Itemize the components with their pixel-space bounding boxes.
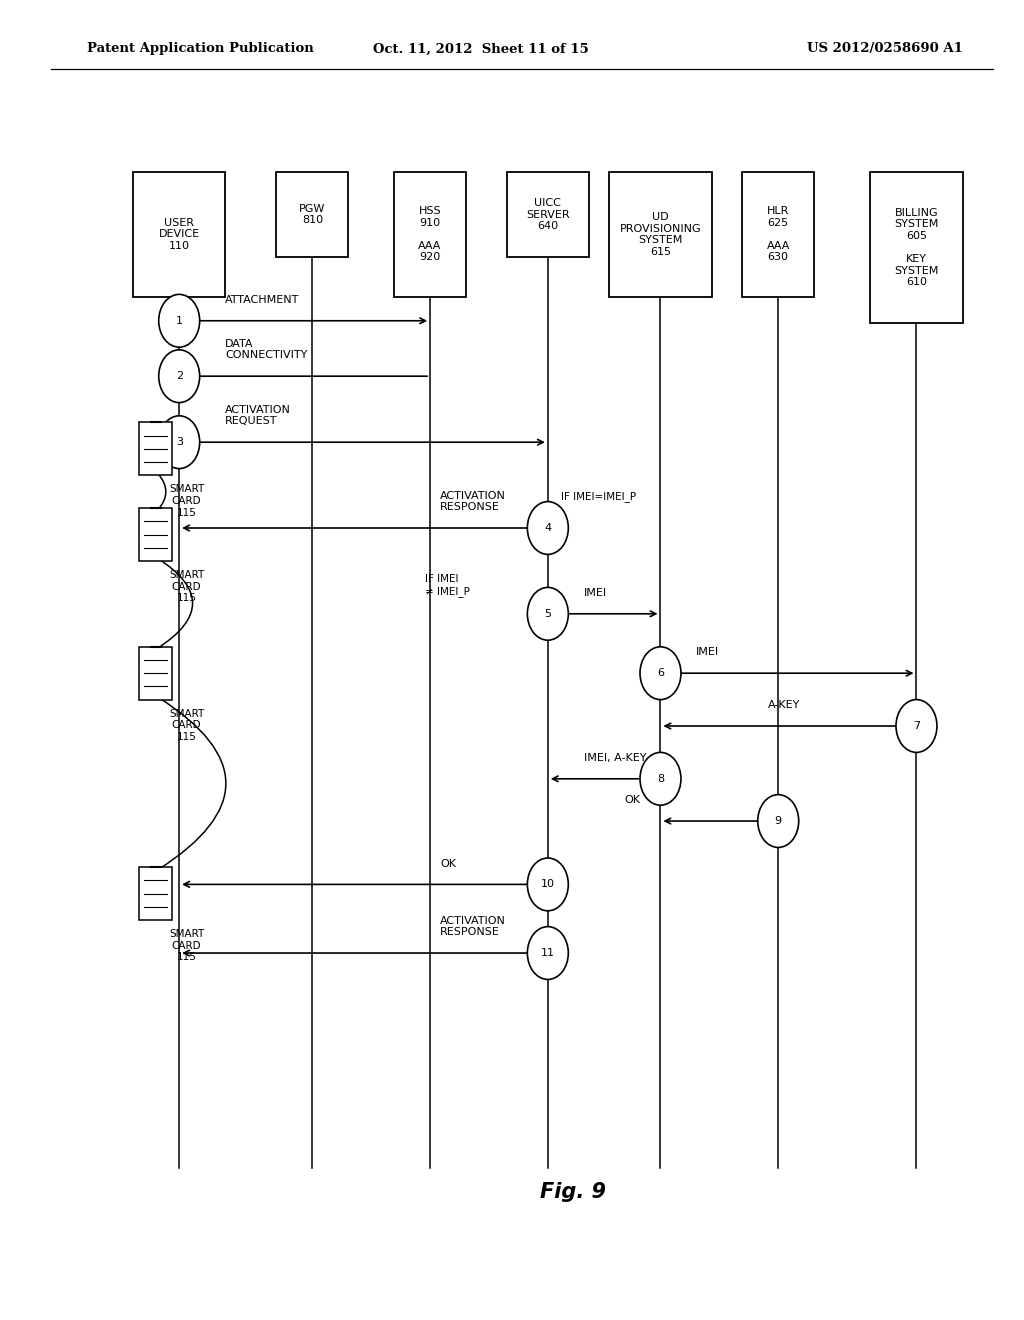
Text: 4: 4 [545,523,551,533]
Text: IF IMEI
≠ IMEI_P: IF IMEI ≠ IMEI_P [425,574,470,597]
Text: Oct. 11, 2012  Sheet 11 of 15: Oct. 11, 2012 Sheet 11 of 15 [374,42,589,55]
Circle shape [527,927,568,979]
FancyBboxPatch shape [507,172,589,257]
Text: USER
DEVICE
110: USER DEVICE 110 [159,218,200,251]
FancyBboxPatch shape [609,172,712,297]
Text: ACTIVATION
RESPONSE: ACTIVATION RESPONSE [440,491,506,512]
FancyBboxPatch shape [870,172,963,323]
Text: 5: 5 [545,609,551,619]
Text: 8: 8 [657,774,664,784]
Circle shape [640,647,681,700]
FancyBboxPatch shape [139,422,172,475]
Text: 6: 6 [657,668,664,678]
FancyBboxPatch shape [139,647,172,700]
FancyBboxPatch shape [742,172,814,297]
Text: A-KEY: A-KEY [768,700,801,710]
FancyBboxPatch shape [394,172,466,297]
Text: 7: 7 [913,721,920,731]
Circle shape [758,795,799,847]
Circle shape [159,294,200,347]
Circle shape [527,502,568,554]
Text: SMART
CARD
115: SMART CARD 115 [169,570,204,603]
Text: HLR
625

AAA
630: HLR 625 AAA 630 [767,206,790,263]
Text: ATTACHMENT: ATTACHMENT [225,294,300,305]
Circle shape [527,858,568,911]
Text: IMEI: IMEI [584,587,607,598]
Text: PGW
810: PGW 810 [299,203,326,226]
Text: IMEI: IMEI [696,647,720,657]
Text: HSS
910

AAA
920: HSS 910 AAA 920 [419,206,441,263]
Circle shape [896,700,937,752]
Circle shape [527,587,568,640]
Text: ACTIVATION
RESPONSE: ACTIVATION RESPONSE [440,916,506,937]
Text: 9: 9 [775,816,781,826]
Text: OK: OK [440,858,457,869]
Text: Fig. 9: Fig. 9 [541,1181,606,1203]
Text: SMART
CARD
115: SMART CARD 115 [169,709,204,742]
FancyBboxPatch shape [276,172,348,257]
FancyBboxPatch shape [139,508,172,561]
Text: 3: 3 [176,437,182,447]
FancyBboxPatch shape [133,172,225,297]
Text: UICC
SERVER
640: UICC SERVER 640 [526,198,569,231]
Text: SMART
CARD
115: SMART CARD 115 [169,484,204,517]
Text: 10: 10 [541,879,555,890]
FancyBboxPatch shape [139,867,172,920]
Text: ACTIVATION
REQUEST: ACTIVATION REQUEST [225,405,291,426]
Text: IMEI, A-KEY: IMEI, A-KEY [584,752,646,763]
Text: 2: 2 [176,371,182,381]
Circle shape [159,416,200,469]
Text: BILLING
SYSTEM
605

KEY
SYSTEM
610: BILLING SYSTEM 605 KEY SYSTEM 610 [894,207,939,288]
Circle shape [640,752,681,805]
Text: UD
PROVISIONING
SYSTEM
615: UD PROVISIONING SYSTEM 615 [620,213,701,256]
Text: IF IMEI=IMEI_P: IF IMEI=IMEI_P [561,491,636,502]
Text: 11: 11 [541,948,555,958]
Text: US 2012/0258690 A1: US 2012/0258690 A1 [807,42,963,55]
Text: Patent Application Publication: Patent Application Publication [87,42,313,55]
Circle shape [159,350,200,403]
Text: DATA
CONNECTIVITY: DATA CONNECTIVITY [225,339,307,360]
Text: SMART
CARD
115: SMART CARD 115 [169,929,204,962]
Text: 1: 1 [176,315,182,326]
Text: OK: OK [625,795,641,805]
